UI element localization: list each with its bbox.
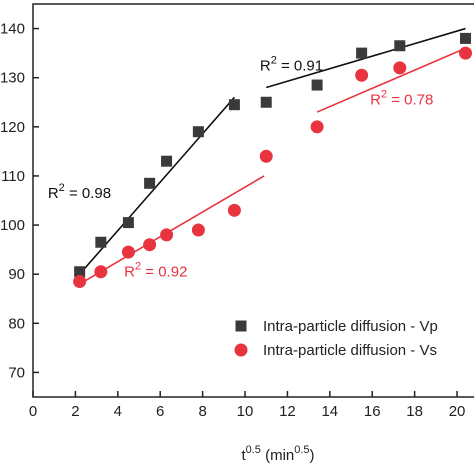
annotation: R2 = 0.98 <box>48 182 111 202</box>
x-tick-label: 6 <box>156 403 164 420</box>
y-tick-label: 120 <box>0 119 25 136</box>
x-tick-label: 12 <box>279 403 296 420</box>
legend-label: Intra-particle diffusion - Vp <box>263 318 438 335</box>
data-point <box>94 265 108 279</box>
annotation-part: = 0.92 <box>141 264 187 281</box>
x-tick-label: 4 <box>114 403 122 420</box>
x-tick-label: 18 <box>406 403 423 420</box>
data-point <box>235 320 247 332</box>
y-tick-label: 140 <box>0 21 25 38</box>
annotation-part: R <box>260 57 271 74</box>
annotation-part: 2 <box>381 89 387 101</box>
data-point <box>144 177 156 189</box>
y-tick-label: 80 <box>8 315 25 332</box>
x-axis-label-part: 0.5 <box>294 444 309 456</box>
y-tick-label: 110 <box>1 168 25 185</box>
annotation-part: 2 <box>59 182 65 194</box>
data-point <box>393 61 407 75</box>
data-point <box>191 223 205 237</box>
x-axis-label-part: ) <box>310 447 315 464</box>
x-tick-label: 2 <box>71 403 79 420</box>
data-point <box>192 126 204 138</box>
data-point <box>143 238 157 252</box>
y-tick-label: 100 <box>0 217 25 234</box>
data-point <box>394 40 406 52</box>
data-point <box>122 217 134 229</box>
x-axis-label-part: t <box>241 447 246 464</box>
data-point <box>356 47 368 59</box>
annotation-part: = 0.91 <box>277 57 323 74</box>
plot-frame <box>32 3 474 398</box>
annotation-part: R <box>370 92 381 109</box>
data-point <box>227 203 241 217</box>
annotation: R2 = 0.78 <box>370 89 433 109</box>
fit-line <box>316 47 466 113</box>
x-tick-label: 14 <box>321 403 338 420</box>
data-point <box>73 275 87 289</box>
x-axis-label: t0.5 (min0.5) <box>241 444 314 464</box>
data-point <box>234 343 248 357</box>
data-point <box>311 79 323 91</box>
annotation-part: 2 <box>135 261 141 273</box>
annotation-part: R <box>48 185 59 202</box>
y-tick-label: 70 <box>8 364 25 381</box>
data-point <box>121 245 135 259</box>
data-point <box>459 46 473 60</box>
data-point <box>310 120 324 134</box>
data-point <box>161 155 173 167</box>
data-point <box>74 266 86 278</box>
y-tick-label: 130 <box>0 70 25 87</box>
x-tick-label: 10 <box>237 403 254 420</box>
x-tick-label: 0 <box>29 403 37 420</box>
annotation: R2 = 0.92 <box>124 261 187 281</box>
data-point <box>355 68 369 82</box>
annotation: R2 = 0.91 <box>260 54 323 74</box>
annotation-part: R <box>124 264 135 281</box>
annotation-part: = 0.98 <box>65 185 111 202</box>
data-point <box>259 149 273 163</box>
data-point <box>260 96 272 108</box>
annotation-part: = 0.78 <box>387 92 433 109</box>
data-point <box>228 99 240 111</box>
y-tick-label: 90 <box>8 266 25 283</box>
data-point <box>95 236 107 248</box>
legend-label: Intra-particle diffusion - Vs <box>263 342 437 359</box>
fit-line <box>79 175 265 285</box>
data-point <box>460 32 472 44</box>
x-axis-label-part: 0.5 <box>246 444 261 456</box>
x-tick-label: 16 <box>364 403 381 420</box>
annotation-part: 2 <box>271 54 277 66</box>
x-axis-label-part: (min <box>261 447 294 464</box>
x-tick-label: 20 <box>449 403 466 420</box>
x-tick-label: 8 <box>198 403 206 420</box>
data-point <box>160 228 174 242</box>
